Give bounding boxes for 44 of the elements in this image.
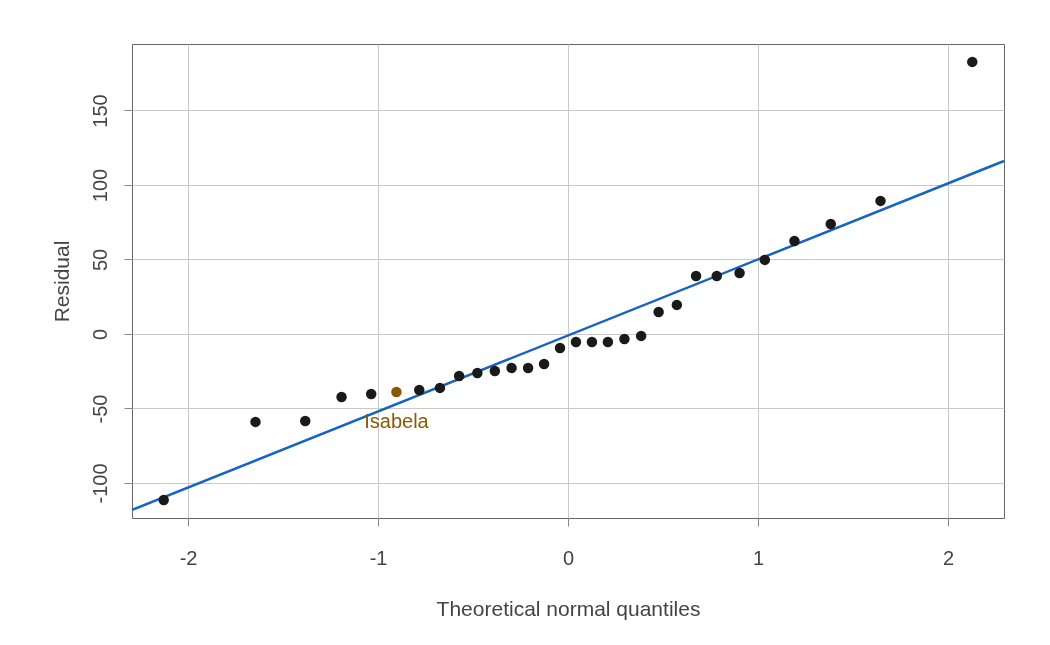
y-axis-title: Residual bbox=[49, 240, 73, 323]
y-tick-label: 100 bbox=[88, 168, 111, 203]
y-tick-label: 150 bbox=[88, 94, 111, 128]
point bbox=[875, 195, 886, 207]
point bbox=[506, 362, 517, 374]
point bbox=[414, 384, 425, 396]
annotation: Isabela bbox=[364, 409, 430, 432]
x-tick-label: 2 bbox=[942, 546, 955, 569]
point bbox=[635, 330, 647, 342]
point bbox=[602, 336, 614, 348]
point bbox=[554, 342, 566, 354]
point bbox=[522, 362, 534, 374]
point bbox=[158, 494, 169, 506]
x-axis-title: Theoretical normal quantiles bbox=[436, 596, 701, 620]
point bbox=[365, 388, 377, 400]
y-tick-label: -100 bbox=[88, 463, 111, 504]
point bbox=[690, 270, 702, 282]
point bbox=[825, 218, 836, 230]
point bbox=[434, 382, 446, 394]
y-tick-label: 50 bbox=[88, 248, 111, 272]
x-tick-label: 1 bbox=[752, 546, 765, 569]
point bbox=[711, 270, 722, 282]
point bbox=[453, 370, 465, 382]
point bbox=[653, 306, 664, 318]
point bbox=[967, 56, 978, 68]
y-tick-label: 0 bbox=[88, 328, 111, 341]
point bbox=[734, 267, 745, 279]
point bbox=[538, 358, 550, 370]
point bbox=[759, 254, 771, 266]
point bbox=[671, 299, 683, 311]
point bbox=[789, 235, 800, 247]
point bbox=[336, 391, 347, 403]
point bbox=[489, 365, 501, 377]
point bbox=[391, 386, 402, 398]
x-tick-label: -2 bbox=[179, 546, 198, 569]
point bbox=[250, 416, 261, 428]
y-tick-label: -50 bbox=[88, 394, 111, 424]
point bbox=[586, 336, 598, 348]
x-tick-label: 0 bbox=[562, 546, 575, 569]
point bbox=[619, 333, 630, 345]
point bbox=[570, 336, 582, 348]
x-tick-label: -1 bbox=[369, 546, 388, 569]
point bbox=[472, 367, 483, 379]
point bbox=[300, 415, 311, 427]
